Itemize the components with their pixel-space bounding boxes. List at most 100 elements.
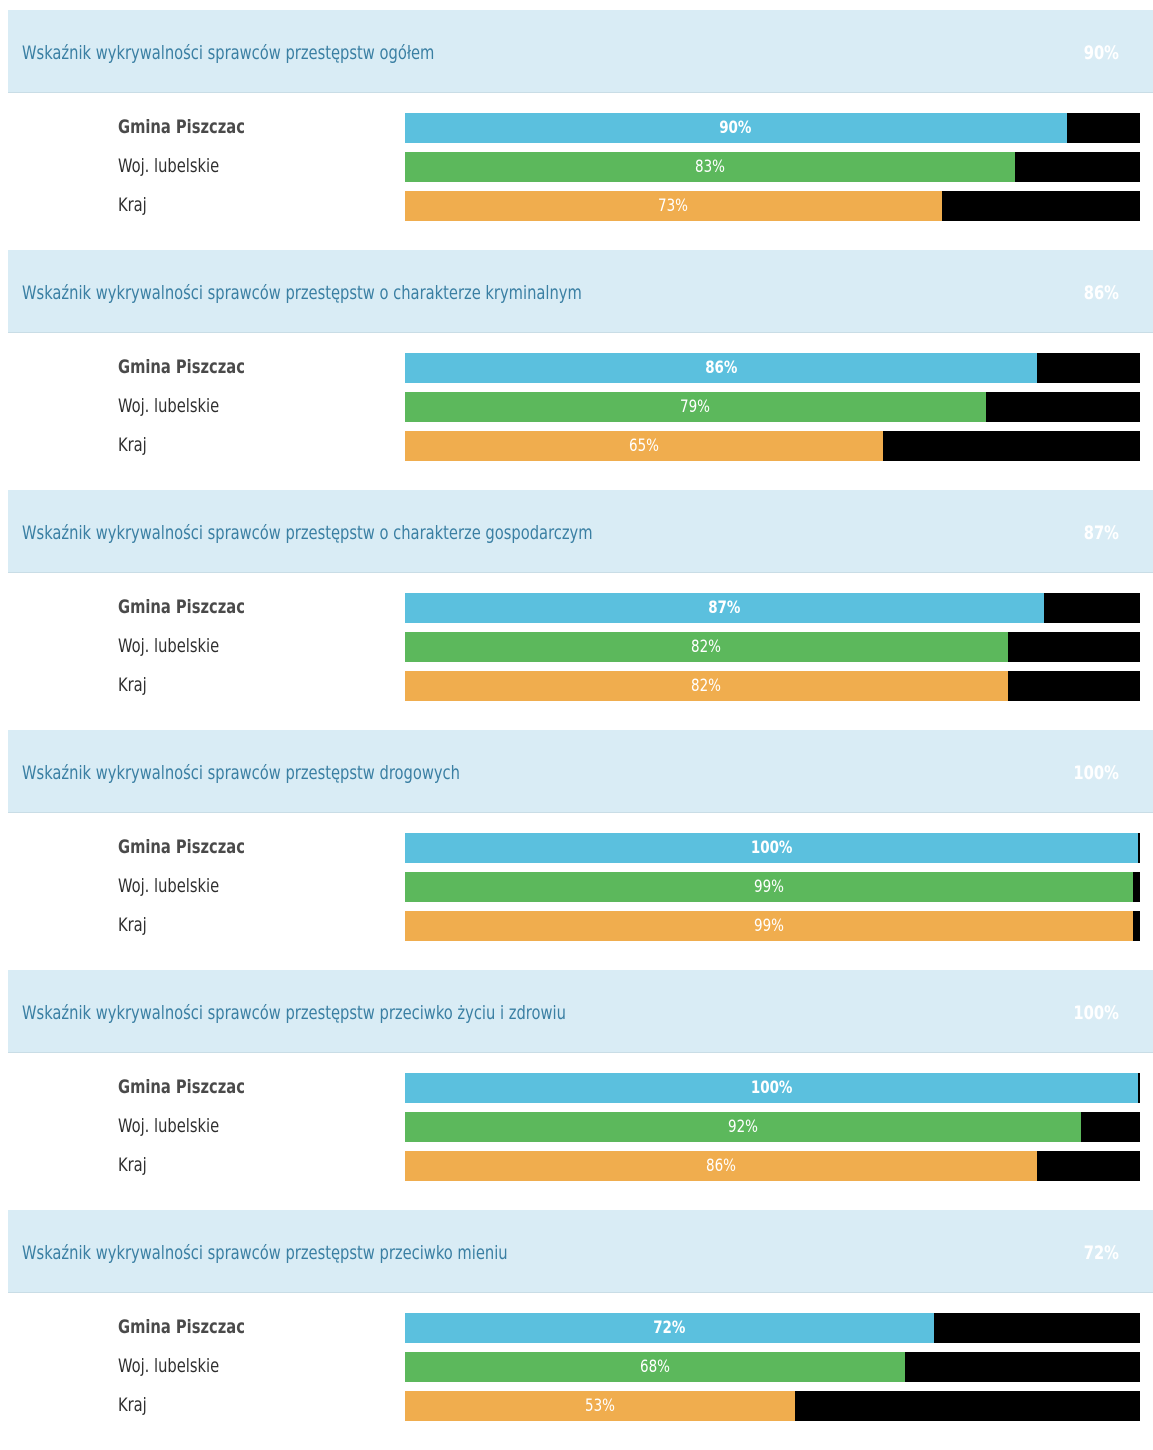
bar-value-label: 90% (719, 118, 752, 138)
bar-row-wojewodztwo: Woj. lubelskie 68% (0, 1352, 1153, 1382)
indicator-header: Wskaźnik wykrywalności sprawców przestęp… (8, 730, 1153, 813)
bar-value-label: 65% (628, 436, 659, 456)
bar-value-label: 86% (706, 1156, 737, 1176)
indicator-header: Wskaźnik wykrywalności sprawców przestęp… (8, 1210, 1153, 1293)
bar-track: 72% (405, 1313, 1140, 1343)
bar-value-label: 82% (691, 676, 722, 696)
bar-track: 86% (405, 353, 1140, 383)
bar-row-wojewodztwo: Woj. lubelskie 83% (0, 152, 1153, 182)
bar-fill: 72% (405, 1313, 935, 1343)
bar-value-label: 100% (750, 838, 793, 858)
indicator-headline-value: 90% (1083, 42, 1119, 64)
bar-fill: 53% (405, 1391, 795, 1421)
indicator-title: Wskaźnik wykrywalności sprawców przestęp… (22, 1002, 566, 1024)
bar-category-label: Woj. lubelskie (118, 395, 220, 417)
bar-fill: 83% (405, 152, 1016, 182)
bar-category-label: Gmina Piszczac (118, 1316, 245, 1338)
bar-track: 82% (405, 632, 1140, 662)
bar-category-label: Woj. lubelskie (118, 875, 220, 897)
indicator-section: Wskaźnik wykrywalności sprawców przestęp… (0, 10, 1153, 250)
bar-track: 68% (405, 1352, 1140, 1382)
bar-fill: 90% (405, 113, 1067, 143)
bar-category-label: Kraj (118, 914, 147, 936)
bar-value-label: 82% (691, 637, 722, 657)
bar-value-label: 99% (753, 877, 784, 897)
bar-track: 86% (405, 1151, 1140, 1181)
bar-value-label: 72% (653, 1318, 686, 1338)
bar-value-label: 86% (704, 358, 738, 378)
bar-fill: 65% (405, 431, 883, 461)
bar-value-label: 92% (728, 1117, 759, 1137)
bar-category-label: Gmina Piszczac (118, 836, 245, 858)
indicator-header: Wskaźnik wykrywalności sprawców przestęp… (8, 970, 1153, 1053)
indicator-headline-value: 86% (1083, 282, 1119, 304)
bar-fill: 73% (405, 191, 942, 221)
bar-category-label: Kraj (118, 194, 147, 216)
indicator-title: Wskaźnik wykrywalności sprawców przestęp… (22, 522, 593, 544)
indicator-headline-value: 87% (1083, 522, 1119, 544)
bar-category-label: Woj. lubelskie (118, 635, 220, 657)
bar-track: 53% (405, 1391, 1140, 1421)
bar-track: 87% (405, 593, 1140, 623)
bar-track: 100% (405, 1073, 1140, 1103)
bar-row-wojewodztwo: Woj. lubelskie 99% (0, 872, 1153, 902)
bar-value-label: 73% (658, 196, 689, 216)
bar-fill: 100% (405, 1073, 1138, 1103)
bar-row-gmina: Gmina Piszczac 86% (0, 353, 1153, 383)
bar-track: 82% (405, 671, 1140, 701)
indicator-section: Wskaźnik wykrywalności sprawców przestęp… (0, 970, 1153, 1210)
indicator-headline-value: 100% (1073, 762, 1119, 784)
bar-category-label: Kraj (118, 1154, 147, 1176)
bar-track: 90% (405, 113, 1140, 143)
bar-row-kraj: Kraj 73% (0, 191, 1153, 221)
bar-fill: 99% (405, 872, 1133, 902)
indicator-title: Wskaźnik wykrywalności sprawców przestęp… (22, 762, 460, 784)
bar-fill: 79% (405, 392, 986, 422)
bar-category-label: Gmina Piszczac (118, 596, 245, 618)
bar-row-kraj: Kraj 65% (0, 431, 1153, 461)
bar-row-gmina: Gmina Piszczac 72% (0, 1313, 1153, 1343)
bar-row-gmina: Gmina Piszczac 100% (0, 1073, 1153, 1103)
indicator-headline-value: 100% (1073, 1002, 1119, 1024)
bar-category-label: Kraj (118, 1394, 147, 1416)
indicator-title: Wskaźnik wykrywalności sprawców przestęp… (22, 1242, 508, 1264)
indicator-headline-value: 72% (1083, 1242, 1119, 1264)
bar-row-kraj: Kraj 86% (0, 1151, 1153, 1181)
bar-value-label: 79% (680, 397, 711, 417)
bar-fill: 92% (405, 1112, 1082, 1142)
bar-fill: 86% (405, 353, 1038, 383)
bar-row-gmina: Gmina Piszczac 87% (0, 593, 1153, 623)
bar-fill: 82% (405, 632, 1008, 662)
bar-track: 100% (405, 833, 1140, 863)
bar-category-label: Woj. lubelskie (118, 1355, 220, 1377)
indicator-header: Wskaźnik wykrywalności sprawców przestęp… (8, 10, 1153, 93)
bar-track: 83% (405, 152, 1140, 182)
bar-fill: 68% (405, 1352, 905, 1382)
indicator-header: Wskaźnik wykrywalności sprawców przestęp… (8, 250, 1153, 333)
bar-category-label: Kraj (118, 434, 147, 456)
bar-fill: 100% (405, 833, 1138, 863)
bar-value-label: 53% (584, 1396, 615, 1416)
bar-value-label: 87% (708, 598, 741, 618)
indicator-header: Wskaźnik wykrywalności sprawców przestęp… (8, 490, 1153, 573)
bar-category-label: Gmina Piszczac (118, 116, 245, 138)
bar-category-label: Woj. lubelskie (118, 1115, 220, 1137)
bar-row-gmina: Gmina Piszczac 100% (0, 833, 1153, 863)
bar-category-label: Kraj (118, 674, 147, 696)
indicator-section: Wskaźnik wykrywalności sprawców przestęp… (0, 250, 1153, 490)
indicator-section: Wskaźnik wykrywalności sprawców przestęp… (0, 1210, 1153, 1450)
bar-category-label: Gmina Piszczac (118, 1076, 245, 1098)
bar-track: 79% (405, 392, 1140, 422)
bar-fill: 86% (405, 1151, 1038, 1181)
bar-fill: 99% (405, 911, 1133, 941)
bar-fill: 87% (405, 593, 1045, 623)
bar-row-kraj: Kraj 53% (0, 1391, 1153, 1421)
bar-fill: 82% (405, 671, 1008, 701)
bar-row-kraj: Kraj 82% (0, 671, 1153, 701)
indicator-section: Wskaźnik wykrywalności sprawców przestęp… (0, 490, 1153, 730)
indicator-section: Wskaźnik wykrywalności sprawców przestęp… (0, 730, 1153, 970)
bar-track: 92% (405, 1112, 1140, 1142)
bar-track: 65% (405, 431, 1140, 461)
bar-category-label: Woj. lubelskie (118, 155, 220, 177)
